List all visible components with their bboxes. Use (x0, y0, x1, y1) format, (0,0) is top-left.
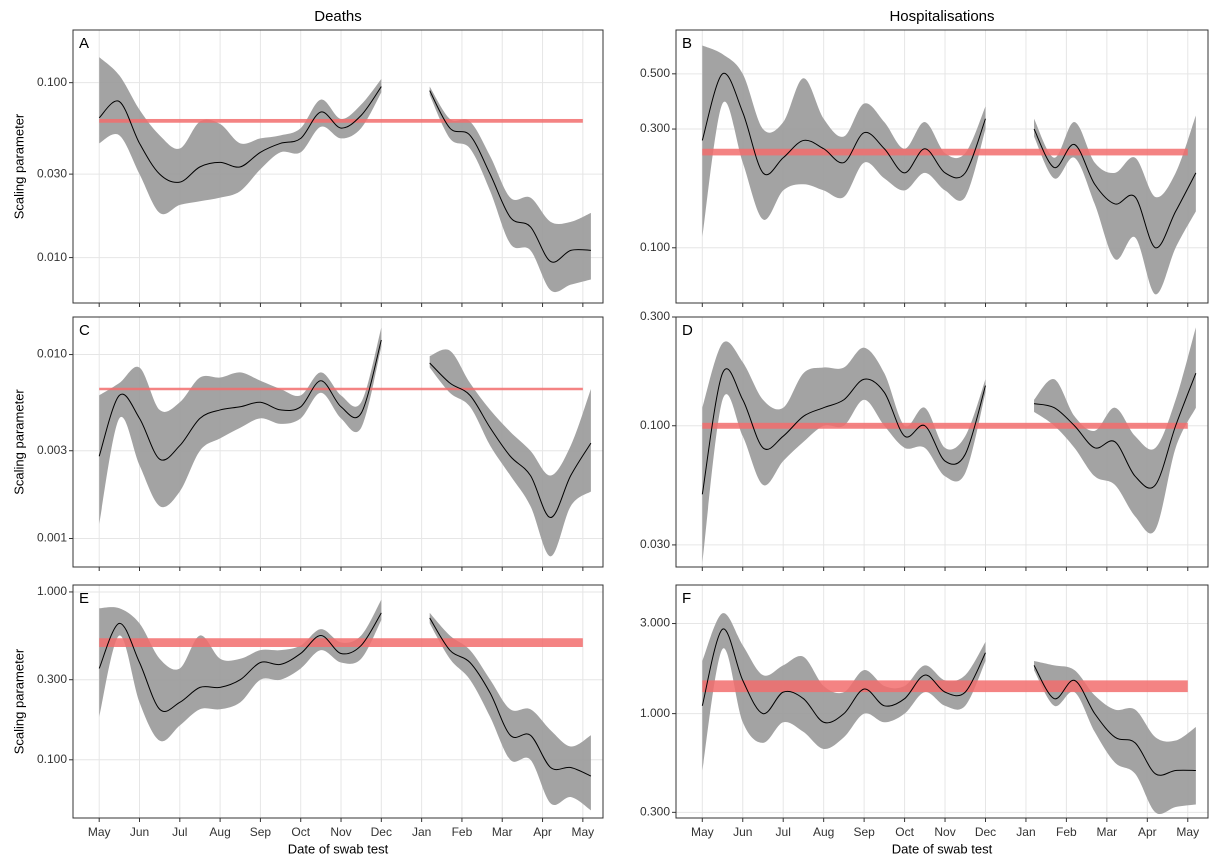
confidence-band (1034, 115, 1196, 295)
confidence-band (99, 599, 382, 742)
x-tick-label: Apr (1138, 825, 1157, 839)
reference-band (702, 680, 1188, 693)
panel: May Jun Jul Aug Sep Oct Nov Dec Jan Feb Mar Apr May 0… (640, 584, 1209, 856)
panel: 0.100 0.300 0.500 B Hospitalisations (640, 8, 1209, 307)
x-tick-label: Aug (813, 825, 834, 839)
confidence-band (99, 327, 382, 524)
x-tick-label: Aug (209, 825, 230, 839)
y-tick-label: 0.030 (37, 166, 67, 180)
y-tick-label: 0.003 (37, 443, 67, 457)
x-tick-label: Mar (1097, 825, 1118, 839)
y-tick-label: 0.100 (37, 75, 67, 89)
x-tick-label: May (572, 825, 595, 839)
panel-label: C (79, 322, 90, 339)
y-axis-label: Scaling parameter (11, 113, 26, 219)
y-tick-label: 0.500 (640, 66, 670, 80)
confidence-band (429, 349, 591, 557)
line (701, 628, 1196, 776)
confidence-band (429, 86, 591, 293)
confidence-band (702, 613, 986, 771)
x-tick-label: May (1176, 825, 1199, 839)
plot-area (701, 613, 1196, 815)
panel-border (72, 29, 604, 304)
x-tick-label: Dec (975, 825, 996, 839)
y-tick-label: 0.030 (640, 537, 670, 551)
plot-area (701, 327, 1197, 563)
reference-band (702, 148, 1188, 156)
confidence-band (1034, 327, 1196, 534)
panel-border (675, 29, 1209, 304)
confidence-band (99, 57, 382, 215)
panel: 0.010 0.030 0.100 A Deaths Scaling parameter (11, 8, 604, 307)
reference-band (99, 387, 583, 391)
panel-label: A (79, 35, 89, 52)
x-tick-label: May (88, 825, 111, 839)
panel: 0.030 0.100 0.300 D (640, 309, 1209, 571)
line (98, 86, 591, 263)
x-tick-label: Jan (412, 825, 431, 839)
line (98, 612, 592, 777)
line (701, 368, 1197, 495)
panel-border (72, 584, 604, 819)
panel-border (675, 316, 1209, 568)
reference-band (99, 638, 583, 647)
confidence-band (702, 341, 986, 563)
x-tick-label: Mar (492, 825, 513, 839)
plot-area (98, 57, 591, 293)
x-tick-label: Dec (371, 825, 392, 839)
column-title: Hospitalisations (889, 8, 994, 25)
y-tick-label: 0.100 (37, 752, 67, 766)
confidence-band (702, 45, 986, 238)
y-tick-label: 1.000 (640, 706, 670, 720)
panel-label: B (682, 35, 692, 52)
panel: May Jun Jul Aug Sep Oct Nov Dec Jan Feb Mar Apr May 0… (11, 584, 604, 856)
x-tick-label: Jul (172, 825, 187, 839)
x-tick-label: Feb (452, 825, 473, 839)
x-tick-label: Jan (1016, 825, 1035, 839)
y-tick-label: 0.300 (640, 805, 670, 819)
plot-area (98, 327, 592, 557)
line (98, 339, 592, 519)
panel: 0.001 0.003 0.010 C Scaling parameter (11, 316, 604, 571)
y-axis-label: Scaling parameter (11, 648, 26, 754)
x-tick-label: Nov (330, 825, 351, 839)
y-tick-label: 1.000 (37, 584, 67, 598)
x-tick-label: Jul (776, 825, 791, 839)
y-tick-label: 0.300 (37, 672, 67, 686)
plot-area (98, 599, 592, 811)
x-tick-label: Apr (533, 825, 552, 839)
y-tick-label: 0.010 (37, 250, 67, 264)
y-tick-label: 0.010 (37, 347, 67, 361)
y-tick-label: 3.000 (640, 616, 670, 630)
x-tick-label: May (691, 825, 714, 839)
reference-band (99, 118, 583, 123)
x-tick-label: Oct (895, 825, 914, 839)
y-tick-label: 0.300 (640, 309, 670, 323)
x-axis-label: Date of swab test (288, 841, 389, 856)
x-tick-label: Jun (130, 825, 149, 839)
panel-label: F (682, 590, 691, 607)
y-tick-label: 0.001 (37, 531, 67, 545)
x-tick-label: Sep (853, 825, 875, 839)
panel-border (675, 584, 1209, 819)
y-axis-label: Scaling parameter (11, 389, 26, 495)
reference-band (702, 422, 1188, 429)
column-title: Deaths (314, 8, 362, 25)
y-tick-label: 0.100 (640, 418, 670, 432)
x-tick-label: Feb (1056, 825, 1077, 839)
y-tick-label: 0.100 (640, 240, 670, 254)
panel-label: E (79, 590, 89, 607)
x-axis-label: Date of swab test (892, 841, 993, 856)
panel-label: D (682, 322, 693, 339)
panel-border (72, 316, 604, 568)
line (701, 72, 1197, 249)
x-tick-label: Sep (250, 825, 272, 839)
x-tick-label: Oct (291, 825, 310, 839)
x-tick-label: Nov (934, 825, 955, 839)
plot-area (701, 45, 1197, 295)
y-tick-label: 0.300 (640, 121, 670, 135)
x-tick-label: Jun (733, 825, 752, 839)
